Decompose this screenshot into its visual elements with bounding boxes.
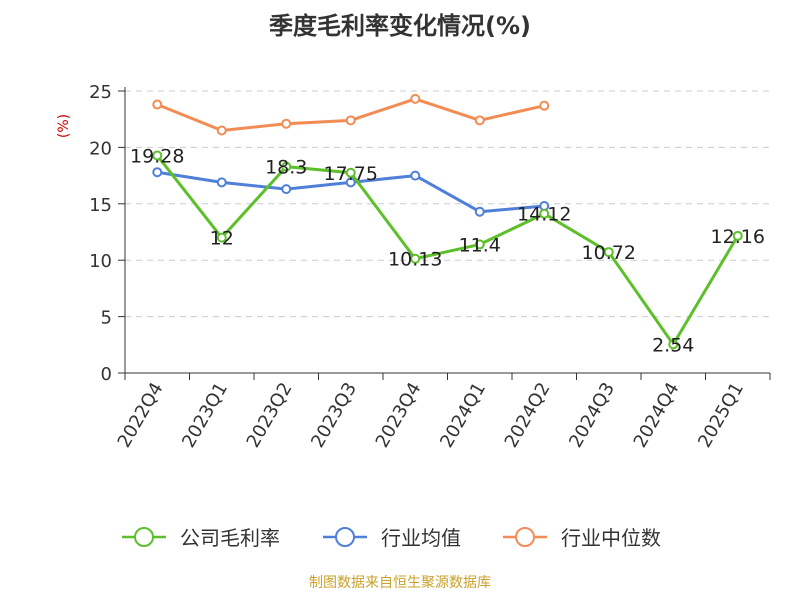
data-point bbox=[281, 184, 292, 195]
chart-title: 季度毛利率变化情况(%) bbox=[269, 12, 531, 40]
data-point bbox=[474, 115, 485, 126]
data-label: 10.13 bbox=[388, 249, 442, 271]
data-point bbox=[345, 177, 356, 188]
data-label: 17.75 bbox=[324, 163, 378, 185]
data-point bbox=[474, 206, 485, 217]
data-point bbox=[152, 99, 163, 110]
source-footer: 制图数据来自恒生聚源数据库 bbox=[309, 575, 491, 591]
data-point bbox=[732, 230, 743, 241]
data-label: 18.3 bbox=[265, 157, 307, 179]
data-point bbox=[216, 232, 227, 243]
data-point bbox=[281, 161, 292, 172]
data-point bbox=[345, 167, 356, 178]
data-label: 19.28 bbox=[130, 146, 184, 168]
x-tick-label: 2024Q4 bbox=[630, 379, 684, 451]
data-point bbox=[539, 100, 550, 111]
x-tick-label: 2022Q4 bbox=[114, 379, 168, 451]
x-tick-label: 2023Q4 bbox=[372, 379, 426, 451]
x-tick-label: 2023Q1 bbox=[178, 379, 232, 451]
data-point bbox=[216, 177, 227, 188]
data-point bbox=[410, 93, 421, 104]
x-tick-label: 2024Q1 bbox=[436, 379, 490, 451]
data-label: 10.72 bbox=[582, 242, 636, 264]
legend: 公司毛利率 行业均值 行业中位数 bbox=[122, 526, 661, 550]
legend-marker bbox=[335, 527, 355, 547]
series-line bbox=[156, 97, 545, 132]
y-tick-label: 20 bbox=[89, 138, 112, 159]
data-point bbox=[668, 339, 679, 350]
data-point bbox=[345, 115, 356, 126]
legend-label: 公司毛利率 bbox=[180, 526, 280, 550]
legend-label: 行业中位数 bbox=[561, 526, 661, 550]
y-tick-label: 10 bbox=[89, 251, 112, 272]
x-tick-label: 2025Q1 bbox=[694, 379, 748, 451]
data-point bbox=[281, 118, 292, 129]
data-point bbox=[474, 239, 485, 250]
data-point bbox=[410, 253, 421, 264]
x-tick-label: 2023Q2 bbox=[243, 379, 297, 451]
grid-lines bbox=[125, 90, 770, 318]
data-labels: 19.28 12 18.3 17.75 10.13 11.4 14.12 10.72 2.54 1… bbox=[130, 146, 765, 357]
y-tick-label: 15 bbox=[89, 195, 112, 216]
data-label: 11.4 bbox=[459, 234, 501, 256]
y-tick-label: 5 bbox=[101, 308, 112, 329]
data-label: 2.54 bbox=[652, 334, 694, 356]
data-point bbox=[410, 170, 421, 181]
y-tick-label: 0 bbox=[101, 364, 112, 385]
data-point bbox=[216, 125, 227, 136]
data-label: 14.12 bbox=[517, 204, 571, 226]
x-tick-label: 2024Q3 bbox=[565, 379, 619, 451]
legend-label: 行业均值 bbox=[381, 526, 461, 550]
data-label: 12.16 bbox=[711, 226, 765, 248]
series-lines bbox=[152, 93, 743, 350]
x-tick-label: 2023Q3 bbox=[307, 379, 361, 451]
y-axis-unit-label: (%) bbox=[56, 114, 72, 138]
legend-marker bbox=[515, 527, 535, 547]
data-point bbox=[539, 208, 550, 219]
y-tick-label: 25 bbox=[89, 82, 112, 103]
data-point bbox=[152, 167, 163, 178]
x-tick-label: 2024Q2 bbox=[501, 379, 555, 451]
series-line bbox=[156, 154, 740, 346]
data-label: 12 bbox=[210, 228, 234, 250]
legend-marker bbox=[134, 527, 154, 547]
data-point bbox=[152, 150, 163, 161]
data-point bbox=[603, 247, 614, 258]
